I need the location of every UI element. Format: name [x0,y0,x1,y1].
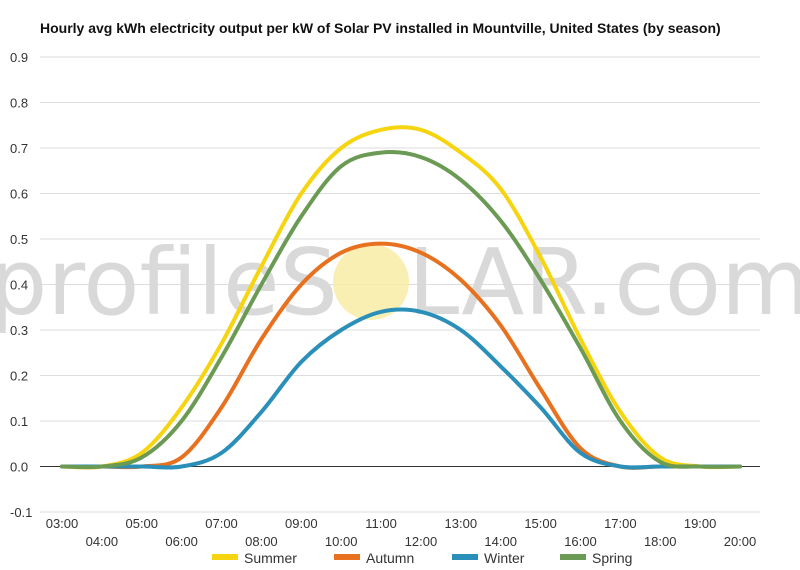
x-tick-label: 05:00 [125,516,158,531]
legend-item-summer[interactable]: Summer [212,550,297,566]
watermark-left: profileS [0,229,338,336]
legend-label: Winter [484,550,525,566]
x-tick-label: 18:00 [644,534,677,549]
y-tick-label: 0.1 [10,414,28,429]
y-tick-label: 0.5 [10,232,28,247]
x-tick-label: 12:00 [405,534,438,549]
legend-item-autumn[interactable]: Autumn [334,550,414,566]
watermark-sun [333,244,409,320]
legend-swatch [334,554,360,560]
legend-label: Autumn [366,550,414,566]
x-tick-label: 14:00 [484,534,517,549]
legend-item-spring[interactable]: Spring [560,550,632,566]
x-tick-label: 17:00 [604,516,637,531]
series-lines [60,125,742,470]
x-tick-label: 08:00 [245,534,278,549]
y-tick-label: 0.4 [10,278,28,293]
series-line-summer [60,125,742,470]
legend-label: Spring [592,550,632,566]
x-tick-label: 16:00 [564,534,597,549]
y-tick-label: 0.2 [10,369,28,384]
x-tick-label: 11:00 [365,516,397,531]
x-tick-label: 20:00 [724,534,757,549]
series-line-spring [60,149,742,470]
x-tick-label: 10:00 [325,534,358,549]
x-tick-label: 07:00 [205,516,238,531]
x-tick-label: 15:00 [524,516,557,531]
legend-swatch [212,554,238,560]
legend[interactable]: Summer Autumn Winter Spring [212,550,632,566]
legend-swatch [452,554,478,560]
legend-item-winter[interactable]: Winter [452,550,525,566]
y-tick-label: 0.7 [10,141,28,156]
series-line-winter [60,307,742,470]
y-axis-ticks: -0.1 0.0 0.1 0.2 0.3 0.4 0.5 0.6 0.7 0.8 0.9 [10,50,32,520]
y-tick-label: 0.8 [10,96,28,111]
y-tick-label: 0.3 [10,323,28,338]
legend-swatch [560,554,586,560]
y-tick-label: -0.1 [10,505,32,520]
chart-title: Hourly avg kWh electricity output per kW… [40,20,721,36]
x-axis-ticks: 03:00 04:00 05:00 06:00 07:00 08:00 09:00 10:00… [46,516,757,549]
y-tick-label: 0.6 [10,187,28,202]
y-tick-label: 0.9 [10,50,28,65]
x-tick-label: 03:00 [46,516,79,531]
y-tick-label: 0.0 [10,460,28,475]
x-tick-label: 06:00 [165,534,198,549]
x-tick-label: 19:00 [684,516,717,531]
x-tick-label: 09:00 [285,516,318,531]
legend-label: Summer [244,550,297,566]
x-tick-label: 13:00 [445,516,478,531]
watermark-right: LAR.com [408,229,800,336]
x-tick-label: 04:00 [86,534,119,549]
